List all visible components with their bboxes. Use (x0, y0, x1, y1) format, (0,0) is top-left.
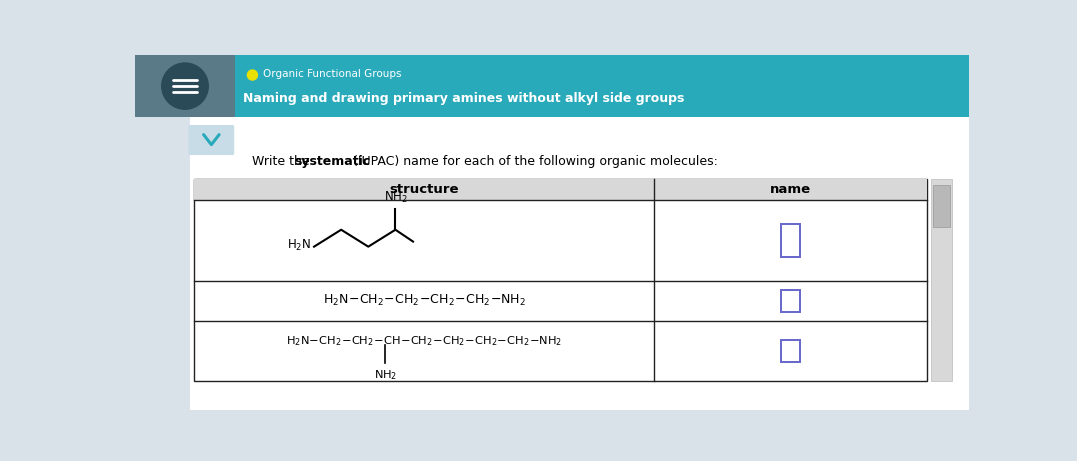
Text: Naming and drawing primary amines without alkyl side groups: Naming and drawing primary amines withou… (243, 92, 685, 105)
Text: NH$_2$: NH$_2$ (383, 189, 407, 205)
Text: systematic: systematic (294, 155, 370, 168)
Text: Write the: Write the (252, 155, 313, 168)
Text: H$_2$N$\!-\!$CH$_2\!-\!$CH$_2\!-\!$CH$\!-\!$CH$_2\!-\!$CH$_2\!-\!$CH$_2\!-\!$CH$: H$_2$N$\!-\!$CH$_2\!-\!$CH$_2\!-\!$CH$\!… (286, 334, 562, 348)
Bar (781, 340, 800, 362)
Bar (190, 117, 969, 410)
Bar (194, 178, 926, 381)
Text: name: name (770, 183, 811, 196)
Text: (IUPAC) name for each of the following organic molecules:: (IUPAC) name for each of the following o… (349, 155, 717, 168)
Circle shape (248, 70, 257, 80)
Bar (194, 178, 926, 381)
Text: Organic Functional Groups: Organic Functional Groups (263, 69, 402, 79)
Bar (781, 290, 800, 312)
Bar (781, 225, 800, 257)
Bar (236, 55, 969, 117)
Text: structure: structure (389, 183, 459, 196)
Text: H$_2$N$\!-\!$CH$_2\!-\!$CH$_2\!-\!$CH$_2\!-\!$CH$_2\!-\!$NH$_2$: H$_2$N$\!-\!$CH$_2\!-\!$CH$_2\!-\!$CH$_2… (323, 293, 526, 308)
Bar (933, 185, 950, 227)
Text: NH$_2$: NH$_2$ (374, 368, 396, 382)
Bar (931, 178, 952, 381)
Text: H$_2$N: H$_2$N (286, 237, 311, 253)
FancyBboxPatch shape (188, 125, 234, 155)
Circle shape (162, 63, 208, 109)
Bar (135, 55, 236, 117)
Bar (194, 178, 926, 200)
